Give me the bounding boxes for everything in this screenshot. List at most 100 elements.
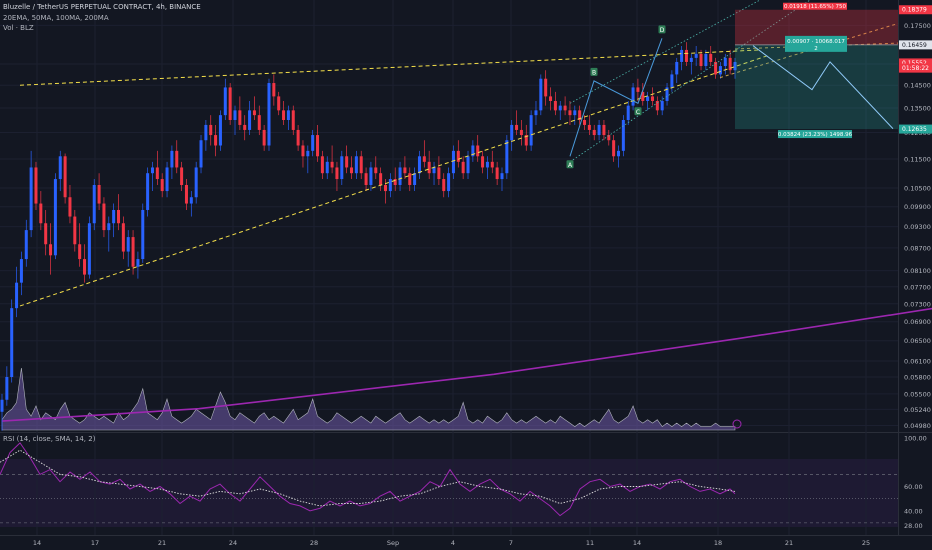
time-tick-label: 7 [509, 539, 513, 547]
candle-body [578, 110, 582, 121]
price-tick-label: 0.06900 [904, 318, 931, 326]
rsi-tick-label: 60.00 [904, 483, 923, 491]
candle-body [684, 49, 688, 62]
candle-body [733, 61, 737, 71]
time-tick-label: 28 [310, 539, 318, 547]
price-tick-label: 0.04980 [904, 422, 931, 430]
price-tick-label: 0.11500 [904, 156, 931, 164]
stop-label: 0.01918 (11.65%) 750 [784, 4, 847, 10]
candle-body [165, 167, 169, 192]
price-tick-label: 0.09900 [904, 203, 931, 211]
candle-body [277, 96, 281, 111]
candle-body [655, 100, 659, 111]
candle-body [500, 173, 504, 180]
candle-body [301, 145, 305, 157]
candle-body [350, 167, 354, 174]
candle-body [437, 167, 441, 180]
price-tick-label: 0.05500 [904, 390, 931, 398]
rsi-tick-label: 40.00 [904, 507, 923, 515]
event-icon[interactable] [732, 419, 742, 429]
candle-body [442, 179, 446, 192]
candle-body [68, 197, 72, 217]
time-tick-label: Sep [387, 539, 399, 547]
candle-body [417, 156, 421, 174]
trendline-extension[interactable] [719, 23, 899, 79]
candle-body [243, 124, 247, 130]
time-tick-label: 21 [158, 539, 166, 547]
candle-body [364, 173, 368, 185]
candle-body [587, 124, 591, 130]
candle-body [709, 53, 713, 62]
chart-title: Bluzelle / TetherUS PERPETUAL CONTRACT, … [3, 3, 201, 11]
candle-body [510, 124, 514, 141]
candle-body [267, 83, 271, 146]
candle-body [660, 100, 664, 111]
candle-body [680, 49, 684, 62]
price-tick-label: 0.05800 [904, 374, 931, 382]
candle-body [495, 167, 499, 180]
candle-body [228, 87, 232, 121]
candle-body [316, 135, 320, 157]
candle-body [330, 161, 334, 168]
candle-body [248, 110, 252, 130]
candle-body [73, 216, 77, 245]
candle-body [199, 140, 203, 168]
candle-body [252, 110, 256, 116]
candle-body [723, 57, 727, 67]
candle-body [175, 150, 179, 168]
candle-body [102, 203, 106, 231]
candle-body [296, 129, 300, 146]
wave-label-box [566, 160, 574, 169]
candle-body [306, 150, 310, 157]
entry-label: 0.00907 · 10068.017 [787, 39, 845, 45]
rsi-legend: RSI (14, close, SMA, 14, 2) [3, 435, 96, 443]
candle-body [413, 173, 417, 185]
candle-body [209, 124, 213, 136]
candle-body [116, 209, 121, 224]
candle-body [466, 156, 470, 174]
trendline[interactable] [19, 54, 771, 307]
candle-body [505, 140, 509, 174]
candle-body [515, 124, 519, 130]
candle-body [58, 156, 62, 180]
candle-body [214, 135, 218, 146]
candle-body [553, 100, 557, 111]
price-badge [899, 124, 932, 134]
time-tick-label: 11 [586, 539, 594, 547]
price-tick-label: 0.08100 [904, 267, 931, 275]
candle-body [257, 115, 261, 130]
candle-body [408, 173, 412, 185]
elliott-wave-path [569, 38, 663, 157]
candle-body [189, 197, 193, 204]
candle-body [524, 135, 528, 146]
candle-body [286, 110, 290, 121]
candle-body [19, 259, 23, 283]
take-profit-zone[interactable] [735, 44, 898, 130]
time-tick-label: 4 [451, 539, 455, 547]
candle-body [354, 156, 358, 174]
candle-body [621, 120, 625, 151]
candle-body [291, 110, 295, 130]
candle-body [83, 259, 87, 275]
ma200-line [1, 307, 932, 422]
candle-body [650, 96, 654, 101]
candle-body [146, 173, 150, 210]
candle-body [563, 105, 567, 111]
candle-body [675, 61, 679, 75]
candle-body [456, 150, 460, 162]
candle-body [155, 167, 159, 180]
candle-body [490, 161, 494, 168]
candle-body [325, 161, 329, 174]
candle-body [359, 156, 363, 174]
price-tick-label: 0.17500 [904, 22, 931, 30]
wave-label: C [636, 109, 640, 116]
trendline[interactable] [19, 49, 761, 86]
stop-label-box [783, 2, 847, 10]
candle-body [92, 184, 96, 224]
price-tick-label: 0.08700 [904, 244, 931, 252]
candle-body [184, 184, 188, 204]
volume-area [1, 367, 736, 431]
candle-body [539, 78, 543, 111]
price-tick-label: 0.10500 [904, 185, 931, 193]
